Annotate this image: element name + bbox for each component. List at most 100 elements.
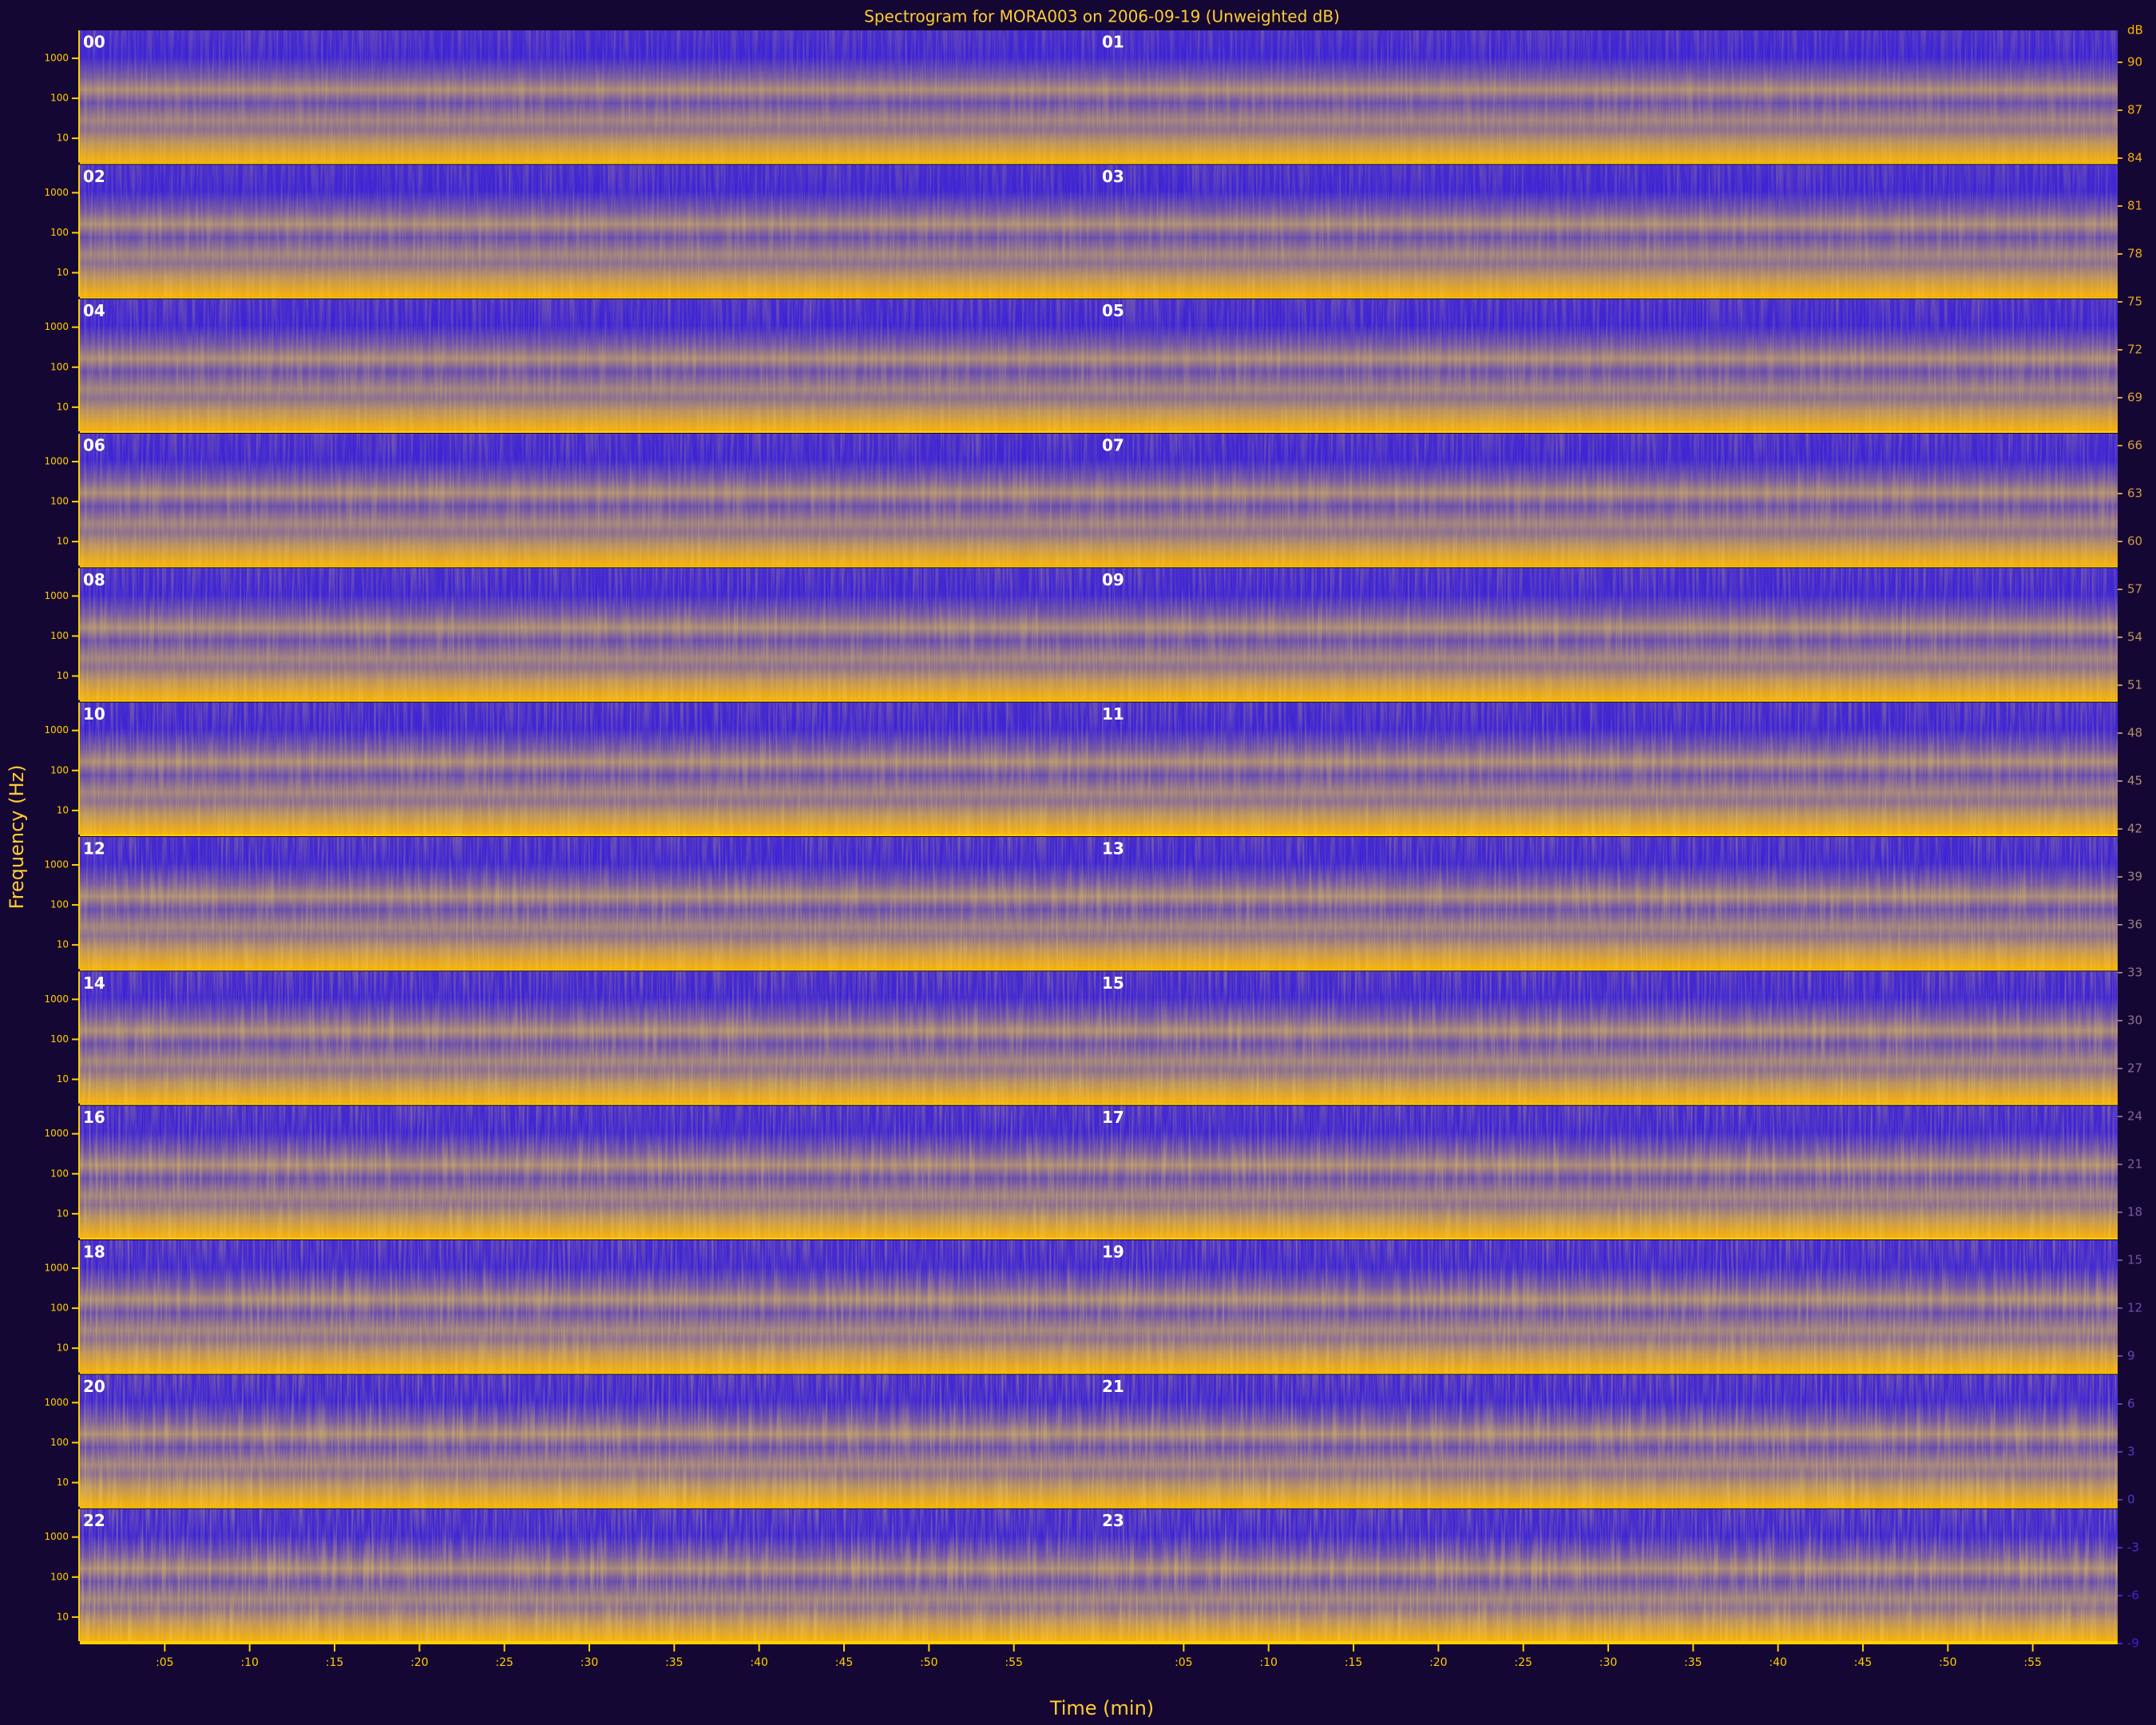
colorbar-tick-label: 69: [2127, 391, 2142, 405]
y-tick-label: 1000: [44, 321, 69, 332]
spectrogram-texture: [80, 30, 2118, 163]
spectrogram-texture: [80, 1240, 2118, 1373]
spectrogram-texture: [80, 299, 2118, 431]
colorbar-tick-label: -9: [2127, 1636, 2139, 1651]
y-tick-label: 1000: [44, 456, 69, 467]
y-tick-label: 100: [50, 1303, 69, 1314]
spectrogram-texture: [80, 837, 2118, 970]
spectrogram-texture: [80, 1509, 2118, 1641]
y-tick-label: 100: [50, 899, 69, 910]
hour-label: 12: [83, 839, 105, 859]
colorbar-tick-label: 0: [2127, 1493, 2135, 1507]
y-tick-label: 100: [50, 496, 69, 507]
hour-label: 01: [1102, 33, 1124, 52]
x-tick-label: :55: [2023, 1656, 2042, 1669]
hour-label: 17: [1102, 1108, 1124, 1127]
x-tick-label: :40: [750, 1656, 768, 1669]
colorbar-tick-label: 33: [2127, 966, 2142, 980]
colorbar-tick-label: 66: [2127, 438, 2142, 453]
y-tick-label: 10: [57, 804, 69, 815]
colorbar-tick-label: 12: [2127, 1301, 2142, 1315]
y-tick-label: 1000: [44, 1128, 69, 1139]
y-tick-label: 100: [50, 1437, 69, 1448]
x-tick-label: :25: [495, 1656, 513, 1669]
x-tick-label: :15: [326, 1656, 344, 1669]
y-tick-label: 1000: [44, 590, 69, 601]
colorbar-tick-label: 48: [2127, 726, 2142, 740]
colorbar-tick-label: 51: [2127, 678, 2142, 692]
y-tick-label: 10: [57, 536, 69, 547]
hour-label: 07: [1102, 436, 1124, 455]
spectrogram-texture: [80, 568, 2118, 700]
y-tick-label: 10: [57, 1073, 69, 1085]
y-tick-label: 100: [50, 361, 69, 372]
hour-label: 00: [83, 33, 105, 52]
hour-label: 09: [1102, 570, 1124, 589]
colorbar-tick-label: 21: [2127, 1157, 2142, 1172]
y-tick-label: 10: [57, 1342, 69, 1354]
x-tick-label: :15: [1345, 1656, 1363, 1669]
x-tick-label: :30: [581, 1656, 599, 1669]
y-axis-label: Frequency (Hz): [6, 765, 28, 910]
y-tick-label: 10: [57, 133, 69, 144]
x-tick-label: :55: [1005, 1656, 1023, 1669]
x-tick-label: :10: [240, 1656, 259, 1669]
hour-label: 19: [1102, 1243, 1124, 1262]
colorbar-tick-label: 45: [2127, 774, 2142, 788]
y-tick-label: 10: [57, 1477, 69, 1488]
y-tick-label: 1000: [44, 1263, 69, 1274]
colorbar-tick-label: -3: [2127, 1541, 2139, 1555]
colorbar-tick-label: 90: [2127, 55, 2142, 69]
colorbar-tick-label: 60: [2127, 534, 2142, 549]
colorbar-tick-label: 39: [2127, 870, 2142, 884]
y-tick-label: 100: [50, 630, 69, 641]
x-tick-label: :25: [1514, 1656, 1532, 1669]
y-tick-label: 100: [50, 764, 69, 775]
hour-label: 06: [83, 436, 105, 455]
x-tick-label: :20: [410, 1656, 429, 1669]
colorbar-tick-label: 9: [2127, 1349, 2135, 1363]
y-tick-label: 100: [50, 1168, 69, 1179]
colorbar-tick-label: 78: [2127, 247, 2142, 261]
colorbar-tick-label: -6: [2127, 1588, 2139, 1603]
colorbar-tick-label: 3: [2127, 1445, 2135, 1459]
x-tick-label: :05: [1175, 1656, 1193, 1669]
y-tick-label: 100: [50, 1033, 69, 1045]
hour-label: 10: [83, 704, 105, 724]
y-tick-label: 100: [50, 227, 69, 238]
y-tick-label: 10: [57, 267, 69, 278]
hour-label: 20: [83, 1377, 105, 1396]
colorbar-tick-label: 87: [2127, 103, 2142, 117]
y-tick-label: 10: [57, 670, 69, 681]
hour-label: 14: [83, 974, 105, 993]
colorbar-tick-label: 18: [2127, 1205, 2142, 1219]
x-tick-label: :30: [1599, 1656, 1618, 1669]
hour-label: 23: [1102, 1511, 1124, 1530]
colorbar-tick-label: 54: [2127, 630, 2142, 644]
y-tick-label: 1000: [44, 1531, 69, 1542]
hour-label: 02: [83, 167, 105, 186]
y-tick-label: 100: [50, 93, 69, 104]
colorbar-tick-label: 63: [2127, 486, 2142, 501]
y-tick-label: 10: [57, 939, 69, 950]
spectrogram-texture: [80, 1374, 2118, 1507]
x-tick-label: :40: [1769, 1656, 1787, 1669]
hour-label: 21: [1102, 1377, 1124, 1396]
y-tick-label: 1000: [44, 993, 69, 1005]
spectrogram-texture: [80, 434, 2118, 566]
colorbar-tick-label: 36: [2127, 918, 2142, 932]
y-tick-label: 10: [57, 1611, 69, 1622]
x-tick-label: :50: [920, 1656, 938, 1669]
colorbar-tick-label: 75: [2127, 295, 2142, 309]
hour-label: 18: [83, 1243, 105, 1262]
colorbar-tick-label: 30: [2127, 1013, 2142, 1028]
x-tick-label: :35: [665, 1656, 684, 1669]
spectrogram-texture: [80, 1105, 2118, 1238]
y-tick-label: 1000: [44, 859, 69, 870]
y-tick-label: 1000: [44, 1397, 69, 1408]
hour-label: 11: [1102, 704, 1124, 724]
hour-label: 16: [83, 1108, 105, 1127]
y-tick-label: 1000: [44, 187, 69, 198]
colorbar-tick-label: 57: [2127, 582, 2142, 597]
